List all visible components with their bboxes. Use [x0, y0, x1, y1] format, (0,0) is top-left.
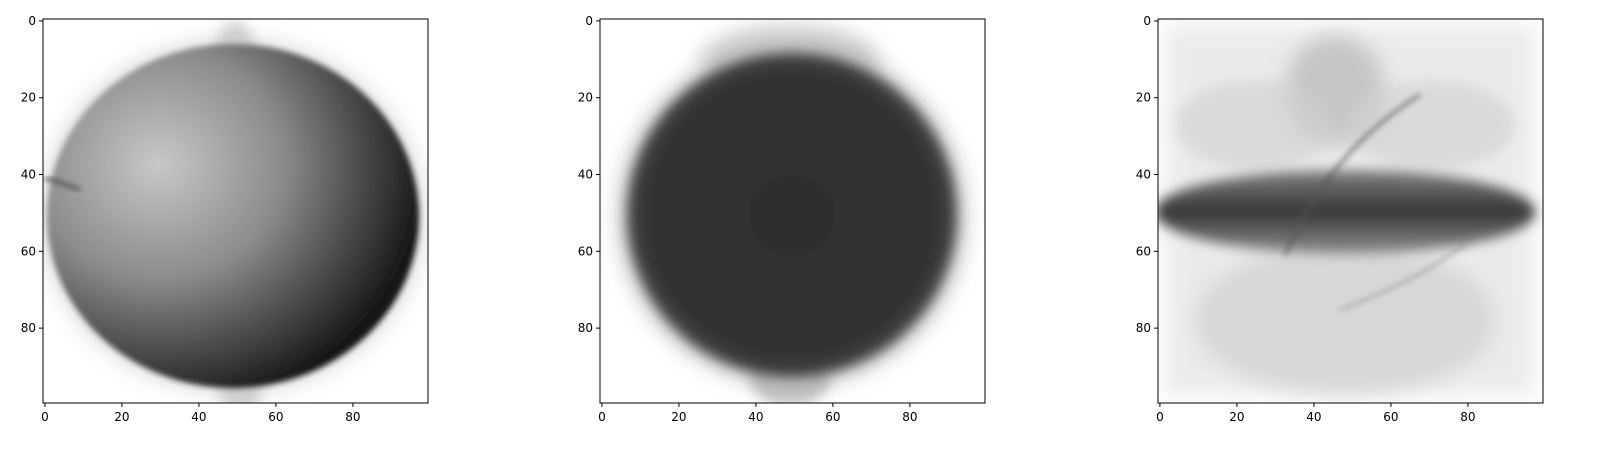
plot-frame [599, 18, 986, 404]
x-tick-label: 80 [902, 410, 917, 424]
x-tick-label: 60 [825, 410, 840, 424]
y-tick-label: 60 [21, 244, 36, 258]
plot-frame [1157, 18, 1544, 404]
x-tick-label: 80 [1460, 410, 1475, 424]
x-tick-label: 20 [114, 410, 129, 424]
y-tick-label: 80 [578, 321, 593, 335]
y-tick-label: 40 [1136, 168, 1151, 182]
y-tick-label: 60 [1136, 244, 1151, 258]
x-tick-label: 60 [1383, 410, 1398, 424]
x-tick-label: 0 [598, 410, 606, 424]
y-tick-label: 20 [1136, 91, 1151, 105]
y-tick-label: 80 [1136, 321, 1151, 335]
x-tick-label: 80 [345, 410, 360, 424]
x-tick-label: 40 [748, 410, 763, 424]
heatmap-panel-2 [599, 18, 986, 404]
x-tick-label: 60 [268, 410, 283, 424]
y-tick-label: 80 [21, 321, 36, 335]
heatmap-panel-1 [42, 18, 429, 404]
y-tick-label: 20 [21, 91, 36, 105]
heatmap-image [1158, 25, 1535, 395]
x-tick-label: 0 [1156, 410, 1164, 424]
y-tick-label: 60 [578, 244, 593, 258]
heatmap-panel-3 [1157, 18, 1544, 404]
x-tick-label: 20 [1229, 410, 1244, 424]
y-tick-label: 40 [578, 168, 593, 182]
y-tick-label: 40 [21, 168, 36, 182]
heatmap-image [43, 22, 426, 403]
x-tick-label: 0 [41, 410, 49, 424]
plot-frame [42, 18, 429, 404]
y-tick-label: 0 [1143, 14, 1151, 28]
x-tick-label: 40 [191, 410, 206, 424]
x-tick-label: 20 [671, 410, 686, 424]
heatmap-image [617, 25, 967, 403]
y-tick-label: 0 [585, 14, 593, 28]
y-tick-label: 20 [578, 91, 593, 105]
x-tick-label: 40 [1306, 410, 1321, 424]
y-tick-label: 0 [28, 14, 36, 28]
